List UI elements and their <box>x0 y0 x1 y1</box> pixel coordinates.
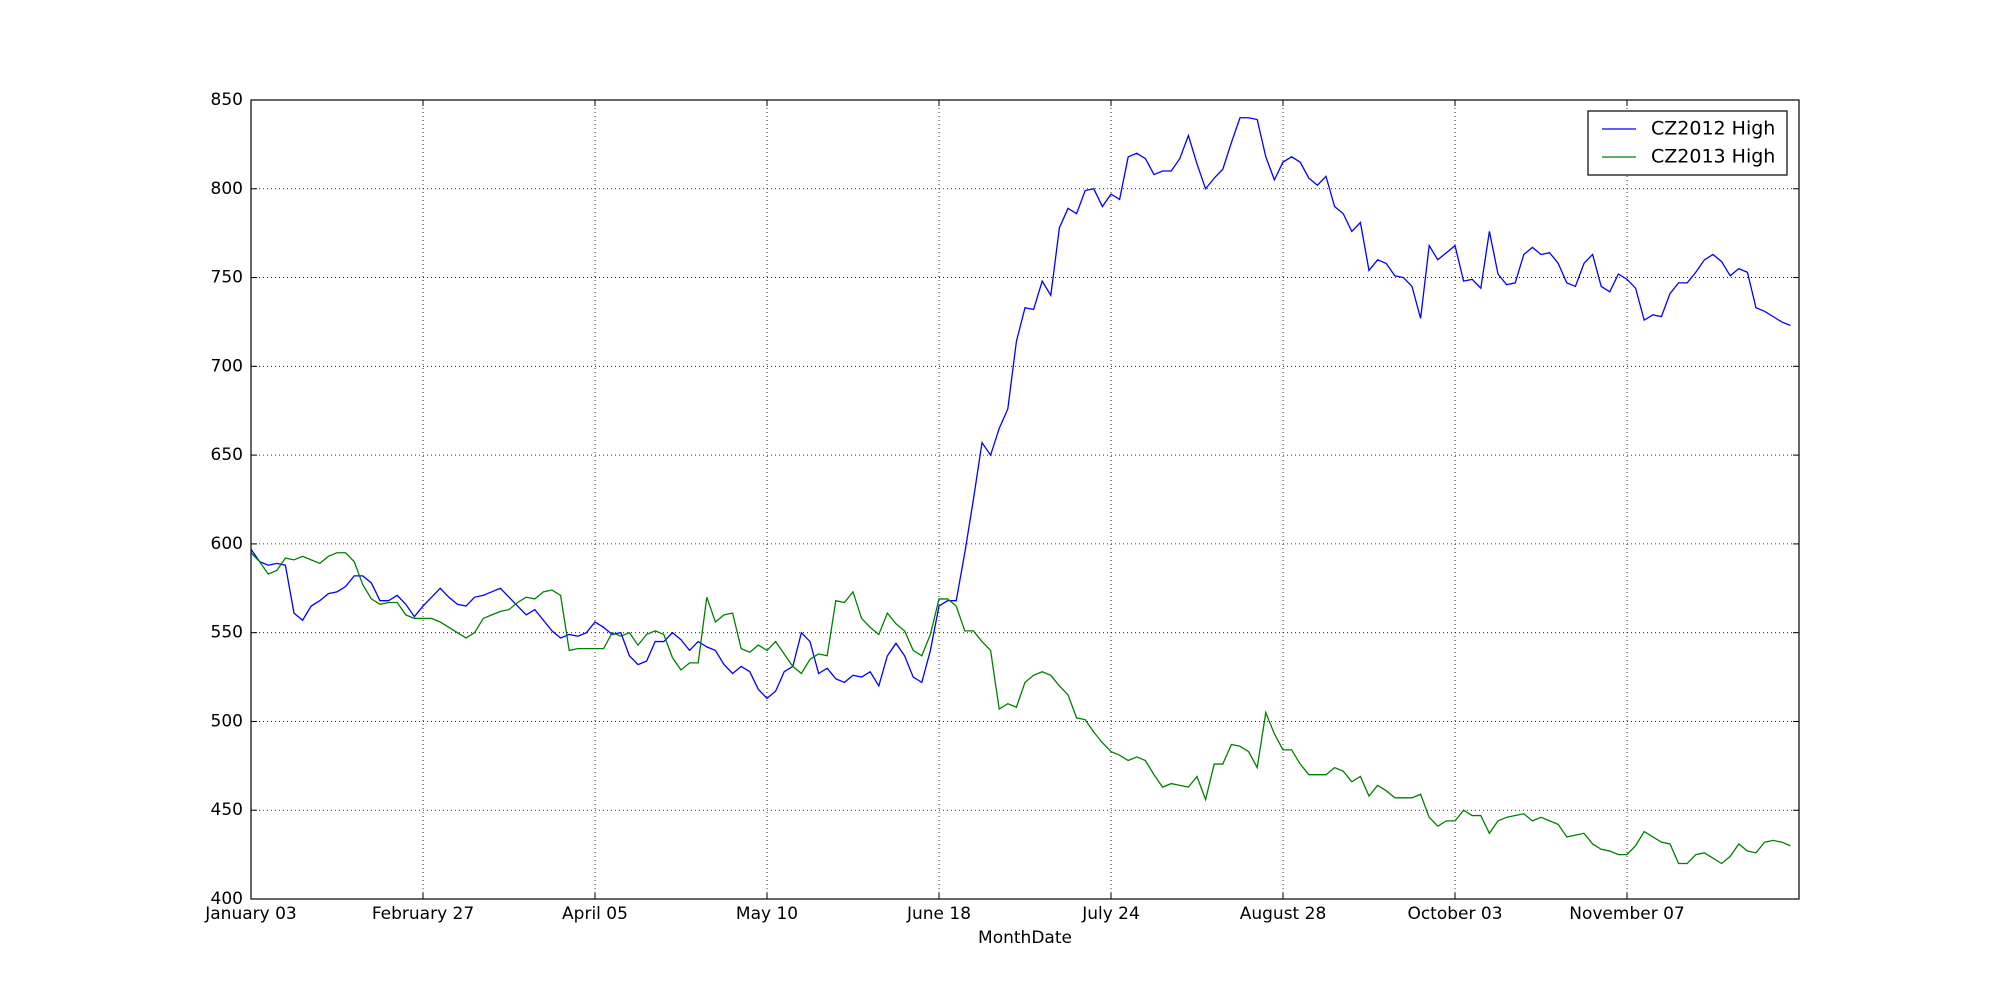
y-tick-label: 700 <box>211 356 243 376</box>
x-tick-label: November 07 <box>1569 904 1684 924</box>
x-tick-label: June 18 <box>906 904 971 924</box>
data-line <box>250 552 1791 865</box>
y-tick-label: 800 <box>211 179 243 199</box>
x-axis-label: MonthDate <box>978 928 1072 948</box>
y-tick-label: 600 <box>211 534 243 554</box>
y-tick-label: 450 <box>211 800 243 820</box>
data-line <box>250 117 1791 700</box>
y-tick-label: 500 <box>211 711 243 731</box>
y-tick-label: 550 <box>211 623 243 643</box>
legend-box <box>1587 110 1788 176</box>
x-tick-label: February 27 <box>372 904 474 924</box>
y-tick-label: 850 <box>211 90 243 110</box>
x-tick-label: August 28 <box>1240 904 1327 924</box>
y-tick-label: 400 <box>211 889 243 909</box>
x-tick-label: January 03 <box>204 904 296 924</box>
legend-label: CZ2012 High <box>1651 118 1775 140</box>
x-tick-label: July 24 <box>1081 904 1140 924</box>
plot-frame <box>250 99 1800 900</box>
x-tick-label: April 05 <box>562 904 628 924</box>
x-tick-label: October 03 <box>1407 904 1502 924</box>
x-tick-label: May 10 <box>736 904 798 924</box>
legend: CZ2012 High CZ2013 High <box>1587 110 1788 176</box>
y-tick-label: 750 <box>211 268 243 288</box>
y-tick-label: 650 <box>211 445 243 465</box>
legend-label: CZ2013 High <box>1651 146 1775 168</box>
